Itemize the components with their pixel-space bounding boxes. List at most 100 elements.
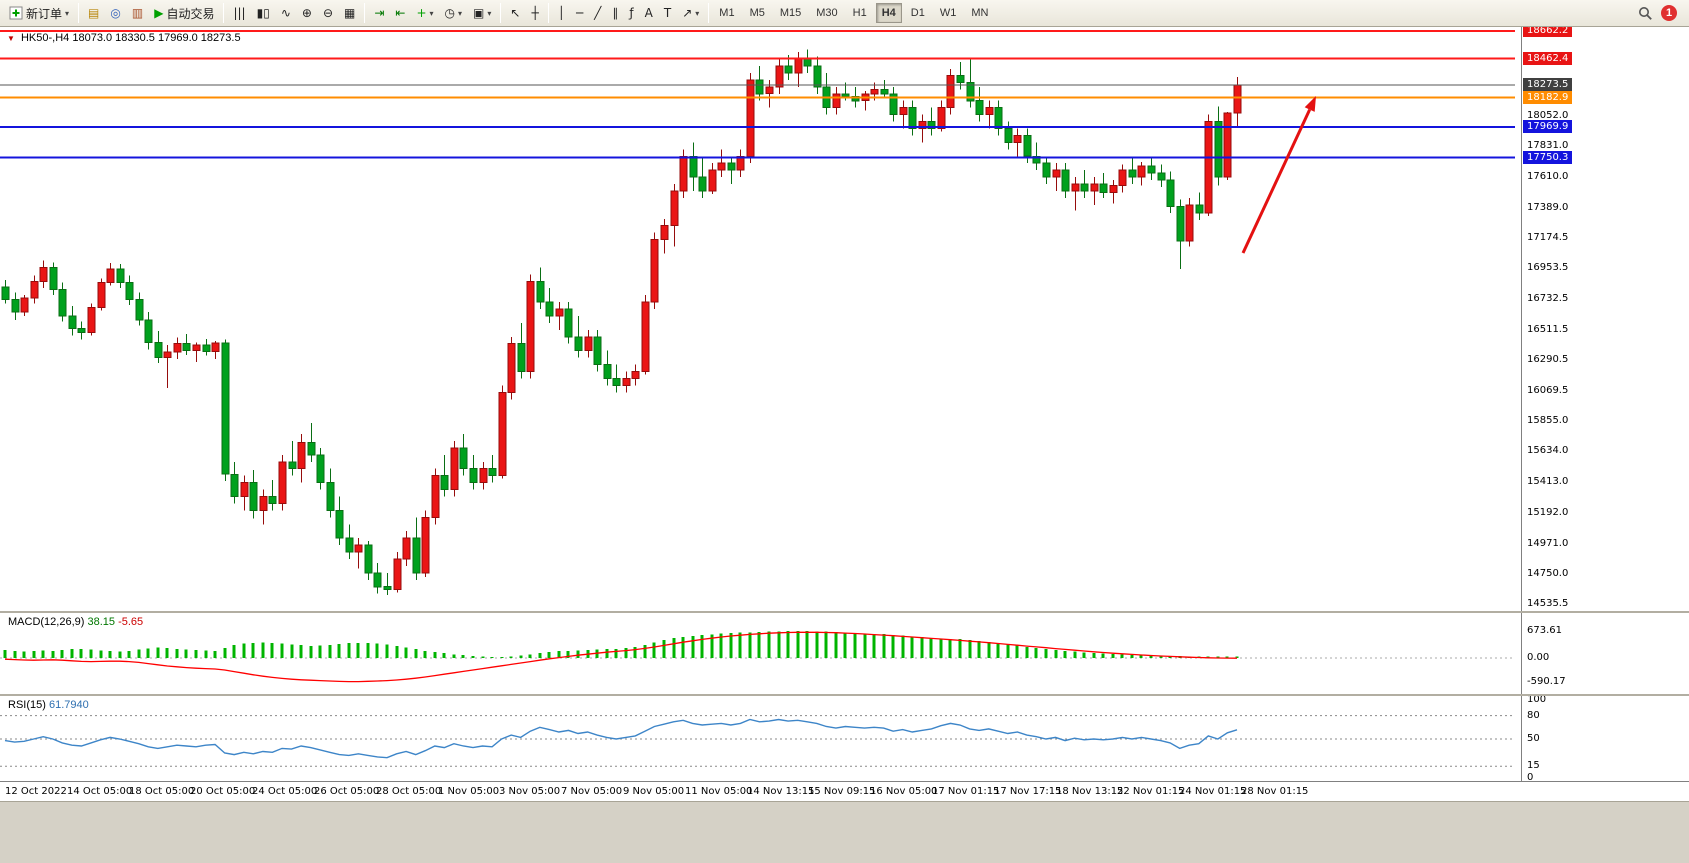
price-tag-18462.4[interactable]: 18462.4: [1523, 52, 1573, 65]
candle: [660, 218, 669, 254]
timeframe-w1-button[interactable]: W1: [939, 7, 957, 19]
candle: [479, 461, 488, 490]
timeframe-m5-button[interactable]: M5: [749, 7, 765, 19]
candle: [832, 86, 841, 115]
new-order-icon: [9, 6, 23, 20]
candle: [326, 468, 335, 518]
auto-trading-button[interactable]: ▶ 自动交易: [149, 2, 219, 24]
tile-windows-icon: ▦: [344, 6, 356, 20]
new-chart-button[interactable]: ▤: [83, 2, 104, 24]
macd-name: MACD(12,26,9): [8, 616, 85, 628]
candle: [526, 274, 535, 379]
text-label-button[interactable]: T: [659, 2, 676, 24]
timeframe-d1-button[interactable]: D1: [910, 7, 925, 19]
rsi-panel-separator[interactable]: [0, 694, 1689, 696]
price-tag-17969.9[interactable]: 17969.9: [1523, 120, 1573, 133]
auto-scroll-button[interactable]: ⇥: [369, 2, 389, 24]
price-axis-label: 16732.5: [1527, 293, 1569, 304]
macd-main-value: 38.15: [87, 616, 116, 628]
macd-panel[interactable]: [0, 613, 1521, 694]
candle: [1013, 128, 1022, 157]
candle: [631, 364, 640, 386]
timeframe-m30-button[interactable]: M30: [816, 7, 838, 19]
rsi-label: RSI(15) 61.7940: [8, 699, 89, 711]
candle: [564, 302, 573, 344]
rsi-panel[interactable]: [0, 696, 1521, 781]
line-chart-button[interactable]: ∿: [276, 2, 296, 24]
main-chart[interactable]: [0, 27, 1521, 611]
candle: [1223, 111, 1232, 180]
price-tag-18182.9[interactable]: 18182.9: [1523, 91, 1573, 104]
search-icon[interactable]: [1638, 6, 1653, 21]
time-axis-label: 11 Nov 05:00: [685, 786, 753, 797]
arrows-button[interactable]: ↗ ▾: [677, 2, 704, 24]
candle: [77, 321, 86, 340]
templates-button[interactable]: ▣ ▾: [468, 2, 496, 24]
macd-axis-label: -590.17: [1527, 676, 1566, 687]
timeframe-h4-button[interactable]: H4: [875, 3, 902, 23]
candlesticks-button[interactable]: ▮▯: [252, 2, 275, 24]
candle: [68, 306, 77, 336]
toolbar-buttons: 新订单 ▾ ▤ ◎ ▥ ▶ 自动交易 ||| ▮▯ ∿ ⊕ ⊖ ▦ ⇥ ⇤ + ▾ ◷ ▾ ▣ ▾ ↖ ┼ │ ─ ╱ ∥ ƒ A T ↗ ▾: [4, 2, 712, 24]
zoom-out-button[interactable]: ⊖: [318, 2, 338, 24]
rsi-axis-label: 80: [1527, 710, 1540, 721]
vertical-line-icon: │: [557, 6, 565, 20]
macd-panel-separator[interactable]: [0, 611, 1689, 613]
price-axis-label: 15634.0: [1527, 445, 1569, 456]
candle: [192, 342, 201, 362]
periods-button[interactable]: ◷ ▾: [440, 2, 468, 24]
candle: [1, 279, 10, 304]
price-axis[interactable]: 18052.0 17831.0 17610.0 17389.0 17174.5 16953…: [1521, 27, 1689, 781]
channel-button[interactable]: ∥: [607, 2, 623, 24]
time-axis[interactable]: 12 Oct 2022 14 Oct 05:00 18 Oct 05:00 20 Oc…: [0, 781, 1689, 801]
trend-arrow[interactable]: [1241, 96, 1316, 254]
price-tag-18273.5[interactable]: 18273.5: [1523, 78, 1573, 91]
dropdown-caret-icon: ▾: [458, 8, 463, 18]
candle: [574, 316, 583, 358]
time-axis-label: 22 Nov 01:15: [1117, 786, 1185, 797]
candle: [1185, 197, 1194, 247]
candle: [1128, 156, 1137, 185]
dropdown-caret-icon: ▾: [65, 8, 70, 18]
time-axis-label: 1 Nov 05:00: [438, 786, 500, 797]
candle: [278, 454, 287, 511]
timeframe-m1-button[interactable]: M1: [719, 7, 735, 19]
time-axis-label: 24 Nov 01:15: [1179, 786, 1247, 797]
price-tag-17750.3[interactable]: 17750.3: [1523, 151, 1573, 164]
vertical-line-button[interactable]: │: [553, 2, 570, 24]
price-tag-18662.2[interactable]: 18662.2: [1523, 27, 1573, 37]
market-watch-icon: ▥: [131, 6, 144, 20]
indicators-button[interactable]: + ▾: [411, 2, 438, 24]
profiles-button[interactable]: ◎: [105, 2, 125, 24]
market-watch-button[interactable]: ▥: [127, 2, 148, 24]
chart-shift-button[interactable]: ⇤: [390, 2, 410, 24]
timeframe-mn-button[interactable]: MN: [971, 7, 989, 19]
fibonacci-button[interactable]: ƒ: [624, 2, 638, 24]
candle: [698, 156, 707, 198]
trendline-button[interactable]: ╱: [589, 2, 606, 24]
chart-ohlc-values: 18073.0 18330.5 17969.0 18273.5: [72, 32, 241, 44]
toolbar-separator: [547, 3, 549, 23]
ohlc-bars-button[interactable]: |||: [228, 2, 250, 24]
rsi-value: 61.7940: [48, 699, 89, 711]
candle: [1004, 121, 1013, 150]
candle: [1176, 199, 1185, 269]
candle: [488, 454, 497, 483]
price-axis-label: 14535.5: [1527, 598, 1569, 609]
price-axis-label: 16069.5: [1527, 385, 1569, 396]
new-order-button[interactable]: 新订单 ▾: [4, 2, 74, 24]
zoom-in-icon: ⊕: [301, 6, 312, 20]
horizontal-line-button[interactable]: ─: [571, 2, 588, 24]
text-button[interactable]: A: [640, 2, 658, 24]
notification-badge[interactable]: 1: [1661, 5, 1677, 21]
zoom-in-button[interactable]: ⊕: [297, 2, 317, 24]
candle: [335, 496, 344, 546]
candle: [918, 114, 927, 143]
candle: [708, 163, 717, 194]
timeframe-m15-button[interactable]: M15: [779, 7, 802, 19]
timeframe-h1-button[interactable]: H1: [852, 7, 867, 19]
cursor-button[interactable]: ↖: [505, 2, 525, 24]
crosshair-button[interactable]: ┼: [526, 2, 543, 24]
macd-label: MACD(12,26,9) 38.15 -5.65: [8, 616, 143, 628]
tile-windows-button[interactable]: ▦: [339, 2, 360, 24]
